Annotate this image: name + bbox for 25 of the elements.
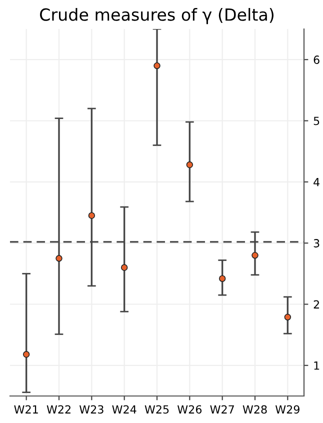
chart-title: Crude measures of γ (Delta)	[40, 8, 274, 24]
y-tick-label: 3	[314, 239, 320, 248]
x-tick-label: W25	[144, 405, 169, 414]
point	[120, 264, 128, 271]
point	[218, 275, 226, 282]
x-tick-label: W27	[210, 405, 234, 414]
y-tick-label: 6	[314, 56, 320, 64]
x-tick-label: W23	[79, 405, 104, 414]
point	[56, 255, 62, 262]
x-tick-label: W21	[14, 405, 38, 414]
point	[22, 351, 30, 358]
x-tick-label: W29	[275, 405, 300, 414]
x-tick-label: W26	[177, 405, 202, 414]
point	[88, 212, 96, 219]
x-tick-label: W22	[46, 405, 70, 414]
y-tick-label: 4	[314, 178, 320, 186]
y-tick-label: 2	[314, 300, 319, 308]
point	[154, 62, 160, 70]
point	[252, 252, 258, 259]
point	[186, 161, 194, 168]
y-tick-label: 1	[314, 362, 320, 370]
x-tick-label: W28	[242, 405, 267, 414]
point	[284, 314, 292, 320]
y-tick-label: 5	[314, 116, 320, 126]
x-tick-label: W24	[112, 405, 136, 414]
